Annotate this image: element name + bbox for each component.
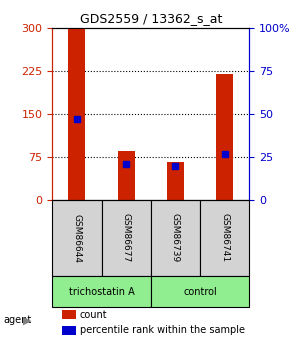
Bar (167, 161, 184, 200)
Text: GSM86677: GSM86677 (122, 214, 131, 263)
Bar (117, 151, 135, 200)
Text: count: count (80, 310, 107, 320)
Text: trichostatin A: trichostatin A (69, 287, 134, 296)
Bar (68, 29, 86, 200)
Text: agent: agent (3, 315, 31, 325)
FancyBboxPatch shape (52, 276, 151, 307)
FancyBboxPatch shape (151, 200, 200, 276)
Title: GDS2559 / 13362_s_at: GDS2559 / 13362_s_at (80, 12, 222, 25)
Bar (62, 310, 76, 319)
Bar (62, 326, 76, 335)
Text: control: control (183, 287, 217, 296)
Bar (216, 73, 233, 200)
FancyBboxPatch shape (151, 276, 249, 307)
FancyBboxPatch shape (52, 200, 102, 276)
Text: GSM86741: GSM86741 (220, 214, 229, 263)
FancyBboxPatch shape (200, 200, 249, 276)
Text: ▶: ▶ (23, 315, 32, 325)
Text: GSM86644: GSM86644 (72, 214, 81, 263)
Text: GSM86739: GSM86739 (171, 214, 180, 263)
FancyBboxPatch shape (102, 200, 151, 276)
Text: percentile rank within the sample: percentile rank within the sample (80, 325, 245, 335)
